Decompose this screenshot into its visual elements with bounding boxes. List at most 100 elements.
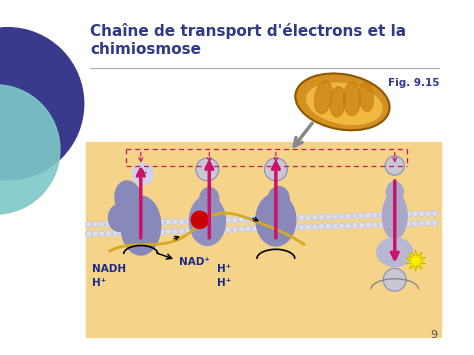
Circle shape	[325, 214, 331, 220]
Circle shape	[165, 229, 171, 234]
Ellipse shape	[200, 187, 219, 210]
Circle shape	[325, 223, 331, 229]
Circle shape	[252, 216, 258, 222]
Circle shape	[152, 229, 158, 235]
Text: NAD⁺: NAD⁺	[179, 257, 210, 267]
Circle shape	[432, 220, 438, 226]
Text: Chaîne de transport d'électrons et la: Chaîne de transport d'électrons et la	[91, 23, 407, 39]
Circle shape	[399, 212, 404, 217]
Ellipse shape	[343, 82, 361, 116]
Circle shape	[292, 215, 298, 221]
Ellipse shape	[295, 73, 390, 130]
Circle shape	[399, 221, 404, 227]
Circle shape	[385, 222, 391, 227]
Circle shape	[379, 222, 384, 228]
Circle shape	[312, 224, 318, 230]
Circle shape	[299, 224, 304, 230]
Circle shape	[226, 226, 231, 233]
Circle shape	[372, 212, 378, 218]
Circle shape	[392, 221, 398, 227]
Bar	[86, 142, 441, 337]
Circle shape	[272, 215, 278, 222]
Ellipse shape	[315, 81, 332, 114]
Circle shape	[425, 211, 431, 217]
Circle shape	[219, 227, 225, 233]
Circle shape	[419, 220, 424, 226]
Circle shape	[246, 217, 251, 222]
Circle shape	[392, 212, 398, 218]
Circle shape	[119, 230, 125, 236]
Ellipse shape	[330, 87, 346, 117]
Circle shape	[126, 230, 131, 236]
Circle shape	[205, 218, 211, 224]
Circle shape	[352, 223, 358, 228]
Circle shape	[338, 223, 344, 229]
Text: H⁺: H⁺	[137, 170, 148, 179]
Circle shape	[159, 229, 164, 235]
Circle shape	[285, 215, 291, 221]
Circle shape	[332, 214, 337, 219]
Circle shape	[359, 222, 365, 228]
Circle shape	[312, 214, 318, 220]
Circle shape	[232, 217, 238, 223]
Circle shape	[405, 221, 411, 226]
Circle shape	[272, 225, 278, 231]
Circle shape	[106, 230, 111, 236]
Circle shape	[172, 219, 178, 225]
Circle shape	[239, 226, 245, 232]
Circle shape	[432, 211, 438, 216]
Ellipse shape	[109, 204, 129, 231]
Circle shape	[199, 218, 204, 224]
Circle shape	[405, 211, 411, 217]
Ellipse shape	[121, 196, 161, 255]
Circle shape	[412, 211, 418, 217]
Circle shape	[232, 226, 238, 232]
Circle shape	[112, 230, 118, 236]
Circle shape	[219, 217, 225, 223]
Circle shape	[179, 228, 184, 234]
Circle shape	[246, 226, 251, 232]
Circle shape	[106, 221, 111, 227]
Circle shape	[292, 224, 298, 230]
Circle shape	[99, 221, 105, 227]
Circle shape	[265, 225, 271, 231]
Ellipse shape	[386, 182, 403, 203]
Ellipse shape	[307, 83, 382, 125]
Circle shape	[383, 268, 406, 291]
Circle shape	[425, 220, 431, 226]
Circle shape	[86, 231, 91, 237]
Text: chimiosmose: chimiosmose	[91, 42, 201, 57]
Circle shape	[305, 214, 311, 220]
Circle shape	[265, 216, 271, 222]
Circle shape	[352, 213, 358, 219]
Circle shape	[205, 227, 211, 233]
Circle shape	[172, 228, 178, 234]
Circle shape	[379, 212, 384, 218]
Circle shape	[119, 220, 125, 226]
Circle shape	[264, 158, 287, 181]
Circle shape	[345, 223, 351, 229]
Circle shape	[139, 229, 145, 235]
Text: H⁺: H⁺	[217, 278, 231, 288]
Circle shape	[385, 212, 391, 218]
Circle shape	[196, 158, 219, 181]
Circle shape	[159, 219, 164, 225]
Circle shape	[279, 225, 284, 231]
Circle shape	[146, 229, 151, 235]
Circle shape	[332, 223, 337, 229]
Circle shape	[212, 227, 218, 233]
Circle shape	[185, 218, 191, 224]
Ellipse shape	[377, 238, 413, 267]
Circle shape	[259, 216, 264, 222]
Circle shape	[185, 228, 191, 234]
Circle shape	[226, 217, 231, 223]
Circle shape	[239, 217, 245, 223]
Circle shape	[259, 225, 264, 231]
Circle shape	[372, 222, 378, 228]
Circle shape	[192, 218, 198, 224]
Ellipse shape	[256, 194, 296, 246]
Circle shape	[0, 85, 60, 214]
Ellipse shape	[189, 196, 226, 246]
Ellipse shape	[383, 193, 407, 239]
Circle shape	[338, 213, 344, 219]
